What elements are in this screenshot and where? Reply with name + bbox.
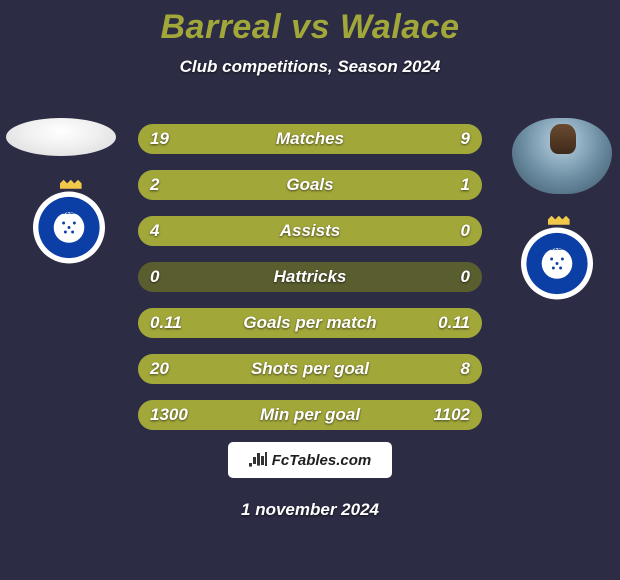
title-vs: vs [291, 8, 330, 46]
title-player-left: Barreal [161, 8, 282, 46]
stat-value-right: 1102 [433, 400, 470, 430]
footer-logo-text: FcTables.com [272, 452, 371, 469]
stat-label: Goals [138, 170, 482, 200]
stat-label: Goals per match [138, 308, 482, 338]
stat-label: Assists [138, 216, 482, 246]
stat-row: 4Assists0 [138, 216, 482, 246]
svg-text:CLUBE: CLUBE [60, 244, 79, 250]
title-player-right: Walace [340, 8, 460, 46]
svg-text:CRUZEIRO: CRUZEIRO [53, 209, 86, 216]
stat-row: 1300Min per goal1102 [138, 400, 482, 430]
player-right-avatar [512, 118, 612, 194]
stats-bars: 19Matches92Goals14Assists00Hattricks00.1… [138, 124, 482, 446]
comparison-infographic: Barreal vs Walace Club competitions, Sea… [0, 0, 620, 580]
stat-label: Min per goal [138, 400, 482, 430]
stat-row: 20Shots per goal8 [138, 354, 482, 384]
player-left-avatar [6, 118, 116, 156]
stat-value-right: 0 [461, 262, 470, 292]
stat-label: Matches [138, 124, 482, 154]
club-crest-right: CRUZEIRO CLUBE [512, 214, 602, 304]
page-title: Barreal vs Walace [0, 0, 620, 47]
crest-icon: CRUZEIRO CLUBE [24, 178, 114, 268]
footer-date: 1 november 2024 [0, 500, 620, 520]
stat-label: Hattricks [138, 262, 482, 292]
stat-value-right: 0.11 [438, 308, 470, 338]
svg-text:CRUZEIRO: CRUZEIRO [541, 245, 574, 252]
stat-value-right: 9 [461, 124, 470, 154]
footer-logo: FcTables.com [228, 442, 392, 478]
stat-label: Shots per goal [138, 354, 482, 384]
crest-icon: CRUZEIRO CLUBE [512, 214, 602, 304]
stat-value-right: 0 [461, 216, 470, 246]
club-crest-left: CRUZEIRO CLUBE [24, 178, 114, 268]
chart-icon [249, 451, 267, 469]
stat-row: 0.11Goals per match0.11 [138, 308, 482, 338]
stat-row: 2Goals1 [138, 170, 482, 200]
stat-row: 0Hattricks0 [138, 262, 482, 292]
stat-value-right: 8 [461, 354, 470, 384]
stat-row: 19Matches9 [138, 124, 482, 154]
svg-text:CLUBE: CLUBE [548, 280, 567, 286]
subtitle: Club competitions, Season 2024 [0, 57, 620, 77]
stat-value-right: 1 [461, 170, 470, 200]
